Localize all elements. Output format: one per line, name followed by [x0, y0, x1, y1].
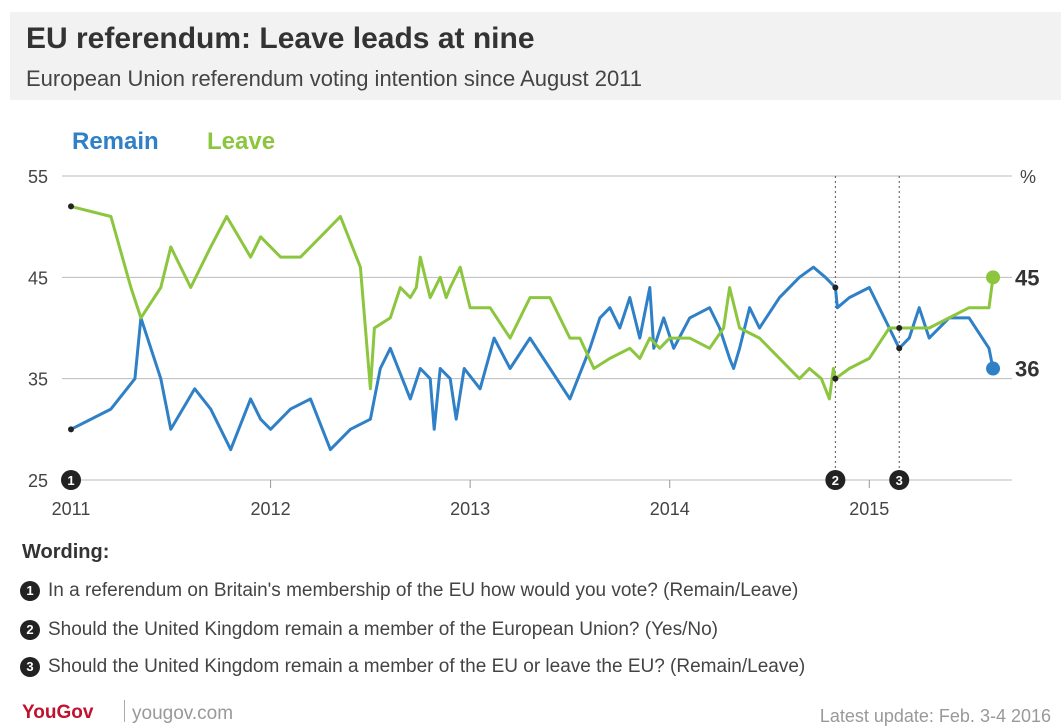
legend-remain: Remain	[72, 128, 159, 155]
footer-divider	[124, 700, 125, 722]
y-tick-label-35: 35	[28, 370, 48, 390]
wording-title: Wording:	[22, 541, 110, 563]
latest-update: Latest update: Feb. 3-4 2016	[819, 706, 1051, 726]
change-dot-leave-2	[832, 375, 839, 382]
chart-subtitle: European Union referendum voting intenti…	[26, 66, 643, 91]
wording-text-1: In a referendum on Britain's membership …	[48, 580, 799, 601]
y-unit-label: %	[1020, 167, 1036, 187]
change-dot-remain-1	[68, 426, 74, 433]
wording-item-3: 3 Should the United Kingdom remain a mem…	[20, 656, 805, 678]
marker-circle-1	[61, 470, 81, 490]
x-tick-label-2013: 2013	[450, 499, 490, 519]
marker-number-2: 2	[832, 473, 839, 488]
wording-item-2: 2 Should the United Kingdom remain a mem…	[20, 619, 718, 641]
marker-2-badge: 2	[20, 620, 40, 640]
wording-item-1: 1 In a referendum on Britain's membershi…	[20, 580, 798, 602]
header: EU referendum: Leave leads at nine Europ…	[10, 12, 1061, 100]
marker-number-1: 1	[67, 473, 74, 488]
series-line-remain	[70, 265, 995, 452]
y-tick-label-25: 25	[28, 471, 48, 491]
end-label-remain: 36	[1015, 357, 1039, 382]
x-tick-label-2011: 2011	[52, 499, 91, 519]
line-chart: 25 35 45 55 % 2011 2012 2013 2014 2015 1 2 3 36 45	[28, 167, 1040, 519]
change-dot-leave-1	[68, 203, 74, 210]
marker-1-badge: 1	[20, 581, 40, 601]
chart-title: EU referendum: Leave leads at nine	[26, 22, 535, 55]
marker-circle-2	[825, 470, 846, 490]
x-tick-label-2015: 2015	[849, 499, 889, 519]
y-tick-label-55: 55	[28, 167, 48, 187]
y-tick-label-45: 45	[28, 268, 48, 288]
legend-leave: Leave	[207, 128, 276, 155]
yougov-logo: YouGov	[22, 702, 94, 723]
end-point-remain	[986, 361, 1001, 376]
marker-3-badge: 3	[20, 657, 40, 677]
end-label-leave: 45	[1015, 265, 1039, 290]
marker-circle-3	[889, 470, 910, 490]
footer-url: yougov.com	[132, 703, 234, 724]
marker-number-3: 3	[896, 473, 903, 488]
change-dot-remain-2	[832, 284, 839, 291]
x-tick-label-2012: 2012	[251, 499, 291, 519]
change-dot-remain-3	[896, 345, 903, 352]
end-point-leave	[986, 270, 1001, 285]
x-tick-label-2014: 2014	[650, 499, 690, 519]
wording-text-3: Should the United Kingdom remain a membe…	[48, 656, 806, 677]
series-line-leave	[70, 204, 995, 401]
wording-text-2: Should the United Kingdom remain a membe…	[48, 619, 718, 640]
change-dot-leave-3	[896, 325, 903, 331]
